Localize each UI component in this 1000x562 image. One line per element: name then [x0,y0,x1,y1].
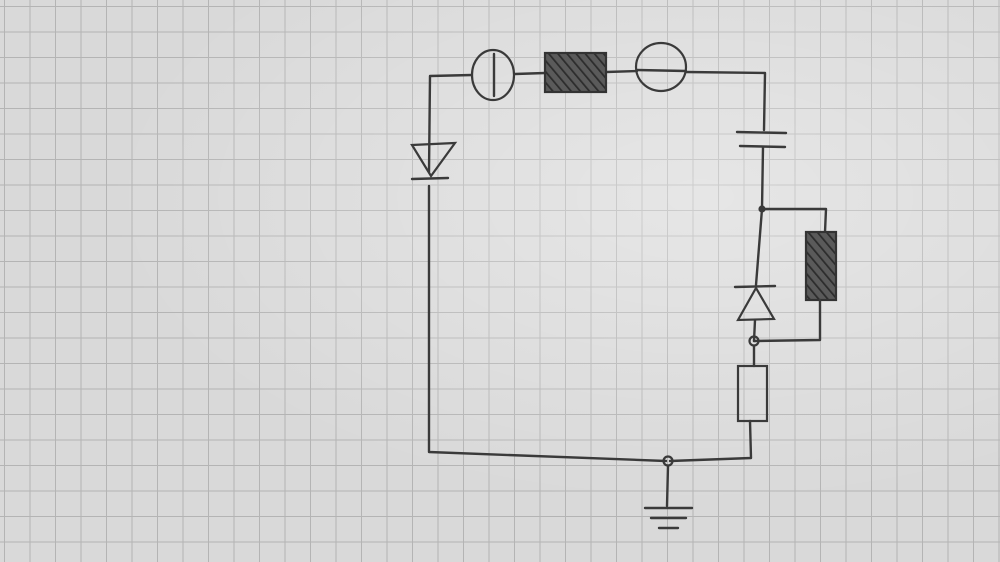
lamp-2-symbol [634,41,688,93]
resistor-hatched-top-symbol [543,51,608,94]
capacitor-symbol [735,130,788,211]
top-wire [427,69,767,174]
lamp-1-symbol [470,48,516,102]
diode-right-symbol [733,284,777,368]
ground-symbol [643,455,694,530]
resistor-plain-symbol [736,364,769,423]
parallel-branch [752,205,838,343]
diode-left-symbol [410,141,458,181]
bottom-wire [427,184,753,463]
resistor-hatched-right-symbol [804,230,838,302]
